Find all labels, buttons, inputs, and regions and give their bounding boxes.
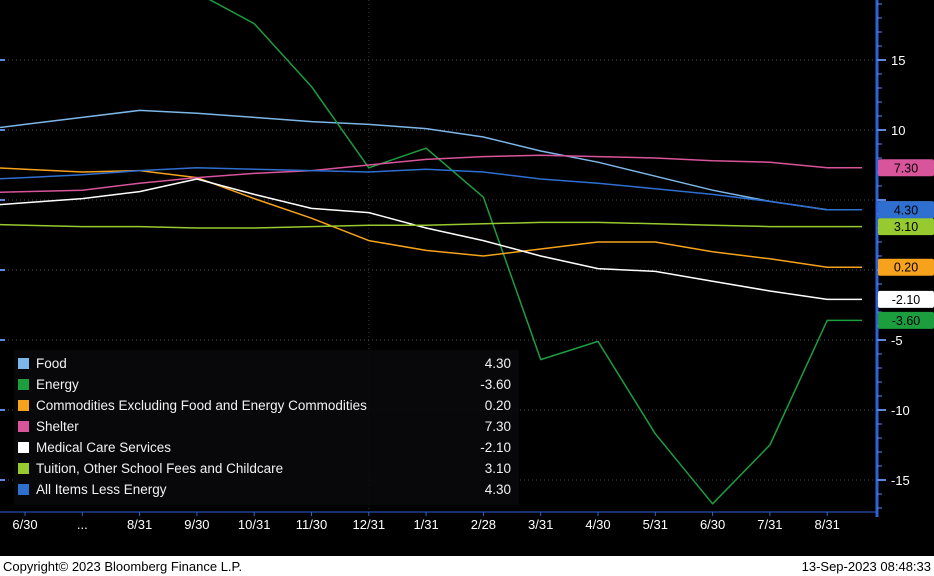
y-tick-label: 10 [891, 123, 905, 138]
legend-value: 0.20 [484, 398, 511, 413]
x-tick-label: 2/28 [471, 517, 496, 532]
last-value-badge-all-items-less-energy [878, 201, 934, 219]
x-tick-label: 11/30 [296, 517, 328, 532]
x-tick-label: 12/31 [353, 517, 386, 532]
legend-item-energy[interactable]: Energy -3.60 [18, 374, 511, 395]
legend-label: Food [36, 356, 67, 371]
series-line-food[interactable] [0, 109, 862, 211]
legend-value: -2.10 [480, 440, 511, 455]
x-tick-label: ... [77, 517, 88, 532]
y-tick-label: 15 [891, 53, 905, 68]
legend-item-all-items-less-energy[interactable]: All Items Less Energy 4.30 [18, 479, 511, 500]
legend-item-food[interactable]: Food 4.30 [18, 353, 511, 374]
legend-label: All Items Less Energy [36, 482, 167, 497]
x-tick-label: 10/31 [238, 517, 271, 532]
x-tick-label: 7/31 [757, 517, 782, 532]
last-value-badge-label: -3.60 [892, 314, 921, 328]
copyright-text: Copyright© 2023 Bloomberg Finance L.P. [3, 558, 243, 574]
legend-label: Commodities Excluding Food and Energy Co… [36, 398, 367, 413]
legend-swatch-icon [18, 358, 29, 369]
legend-swatch-icon [18, 484, 29, 495]
last-value-badge-label: -2.10 [892, 293, 921, 307]
legend-swatch-icon [18, 400, 29, 411]
series-line-medical-care-services[interactable] [0, 178, 862, 301]
legend-item-commodities-ex-food-energy[interactable]: Commodities Excluding Food and Energy Co… [18, 395, 511, 416]
status-bar: Copyright© 2023 Bloomberg Finance L.P. 1… [0, 556, 934, 576]
chart-canvas[interactable]: 6/30... 8/31 9/30 10/31 11/30 12/31 1/31 2/28 3/… [0, 0, 934, 546]
last-value-badge-tuition-school-fees-childcare [878, 218, 934, 236]
x-tick-label: 9/30 [184, 517, 209, 532]
legend-value: -3.60 [480, 377, 511, 392]
y-tick-label: -10 [891, 403, 910, 418]
last-value-badge-label: 7.30 [894, 161, 918, 175]
legend-label: Tuition, Other School Fees and Childcare [36, 461, 284, 476]
legend-item-medical-care-services[interactable]: Medical Care Services -2.10 [18, 437, 511, 458]
legend-value: 3.10 [484, 461, 511, 476]
legend-value: 4.30 [484, 356, 511, 371]
series-line-tuition-school-fees-childcare[interactable] [0, 221, 862, 229]
x-tick-label: 4/30 [585, 517, 610, 532]
legend-value: 4.30 [484, 482, 511, 497]
legend-value: 7.30 [484, 419, 511, 434]
series-line-commodities-ex-food-energy[interactable] [0, 167, 862, 268]
last-value-badge-label: 3.10 [894, 220, 918, 234]
x-tick-label: 6/30 [12, 517, 37, 532]
timestamp-text: 13-Sep-2023 08:48:33 [801, 558, 931, 574]
legend-label: Shelter [36, 419, 79, 434]
legend-item-shelter[interactable]: Shelter 7.30 [18, 416, 511, 437]
series-line-energy[interactable] [0, 0, 862, 505]
x-tick-label: 3/31 [528, 517, 553, 532]
cpi-components-chart[interactable]: 6/30... 8/31 9/30 10/31 11/30 12/31 1/31 2/28 3/… [0, 0, 934, 546]
x-tick-label: 1/31 [413, 517, 438, 532]
legend-label: Energy [36, 377, 79, 392]
x-tick-label: 6/30 [700, 517, 725, 532]
chart-legend: Food 4.30 Energy -3.60 Commodities Excluding… [14, 350, 519, 505]
last-value-badge-energy [878, 311, 934, 329]
y-tick-label: -5 [891, 333, 903, 348]
series-line-all-items-less-energy[interactable] [0, 167, 862, 211]
legend-swatch-icon [18, 379, 29, 390]
series-line-shelter[interactable] [0, 154, 862, 193]
x-tick-label: 5/31 [643, 517, 668, 532]
last-value-badge-shelter [878, 159, 934, 177]
x-tick-label: 8/31 [127, 517, 152, 532]
last-value-badge-commodities-ex-food-energy [878, 258, 934, 276]
last-value-badge-medical-care-services [878, 290, 934, 308]
legend-label: Medical Care Services [36, 440, 172, 455]
legend-item-tuition-school-fees-childcare[interactable]: Tuition, Other School Fees and Childcare… [18, 458, 511, 479]
legend-swatch-icon [18, 442, 29, 453]
legend-swatch-icon [18, 463, 29, 474]
last-value-badge-label: 0.20 [894, 261, 918, 275]
legend-swatch-icon [18, 421, 29, 432]
x-tick-label: 8/31 [815, 517, 840, 532]
y-tick-label: -15 [891, 473, 910, 488]
last-value-badge-label: 4.30 [894, 203, 918, 217]
